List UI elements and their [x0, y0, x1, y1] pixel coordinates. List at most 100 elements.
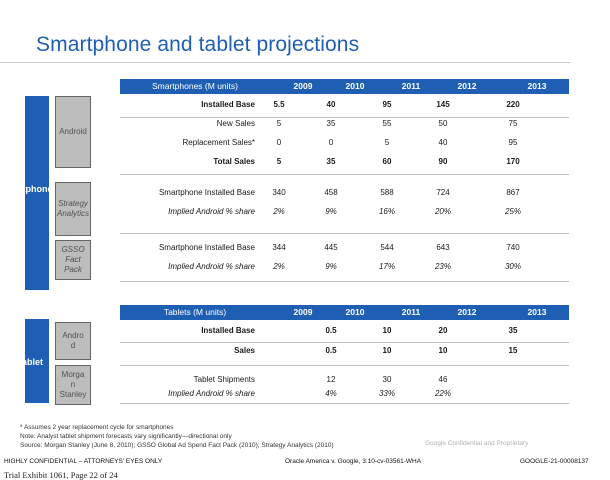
table-cell: 95 — [382, 100, 392, 109]
table-cell: 46 — [438, 375, 448, 384]
footnote-replacement: * Assumes 2 year replacement cycle for s… — [20, 424, 174, 431]
row-label: Tablet Shipments — [120, 374, 255, 386]
table-cell: 9% — [325, 262, 337, 271]
table-cell: 23% — [434, 262, 451, 271]
table-cell: 2% — [273, 207, 285, 216]
table-cell: 170 — [506, 157, 520, 166]
footnote-note: Note: Analyst tablet shipment forecasts … — [20, 433, 232, 440]
confidential-watermark: Google Confidential and Proprietary — [425, 440, 529, 447]
tablets-header: Tablets (M units) 2009 2010 2011 2012 20… — [120, 305, 569, 320]
android-source-box: Android — [55, 96, 91, 168]
table-cell: 0.5 — [325, 326, 337, 335]
table-cell: 20% — [434, 207, 451, 216]
row-label-text: Replacement Sales* — [182, 138, 255, 147]
table-cell: 458 — [324, 188, 338, 197]
tablet-android-source-box: Andro d — [55, 322, 91, 360]
table-cell: 867 — [506, 188, 520, 197]
table-cell: 50 — [438, 119, 448, 128]
table-cell: 12 — [326, 375, 336, 384]
row-label: Installed Base — [120, 325, 255, 337]
row-label: Sales — [120, 345, 255, 357]
table-cell: 4% — [325, 389, 337, 398]
row-label-text: Installed Base — [201, 100, 255, 109]
row-divider — [120, 117, 569, 118]
row-label-text: Implied Android % share — [168, 207, 255, 216]
page-title: Smartphone and tablet projections — [36, 33, 360, 56]
tablets-section-label: ablet — [22, 357, 44, 367]
table-cell: 17% — [378, 262, 395, 271]
table-cell: 9% — [325, 207, 337, 216]
row-label: Installed Base — [120, 99, 255, 111]
table-cell: 75 — [508, 119, 518, 128]
table-cell: 0 — [276, 138, 282, 147]
row-label: Implied Android % share — [120, 206, 255, 218]
smartphones-header-label: Smartphones (M units) — [152, 81, 238, 91]
year-header: 2009 — [293, 307, 313, 317]
row-label: Smartphone Installed Base — [120, 242, 255, 254]
gsso-source-box: GSSO Fact Pack — [55, 240, 91, 280]
footer-case: Oracle America v. Google, 3:10-cv-03561-… — [285, 458, 422, 465]
row-label: Total Sales — [120, 156, 255, 168]
table-cell: 340 — [272, 188, 286, 197]
table-cell: 588 — [380, 188, 394, 197]
table-cell: 33% — [378, 389, 395, 398]
table-cell: 55 — [382, 119, 392, 128]
table-cell: 10 — [382, 326, 392, 335]
table-cell: 10 — [438, 346, 448, 355]
year-header: 2012 — [457, 81, 477, 91]
row-divider — [120, 233, 569, 234]
table-cell: 90 — [438, 157, 448, 166]
footer-bates: GOOGLE-21-00008137 — [520, 458, 589, 465]
table-cell: 95 — [508, 138, 518, 147]
table-cell: 20 — [438, 326, 448, 335]
table-cell: 30% — [504, 262, 521, 271]
table-cell: 5 — [276, 157, 282, 166]
table-cell: 0 — [328, 138, 334, 147]
table-cell: 35 — [326, 157, 336, 166]
table-cell: 40 — [326, 100, 336, 109]
row-label: Implied Android % share — [120, 261, 255, 273]
tablets-header-label: Tablets (M units) — [163, 307, 227, 317]
table-cell: 740 — [506, 243, 520, 252]
footer-confidential: HIGHLY CONFIDENTIAL – ATTORNEYS' EYES ON… — [4, 458, 163, 465]
row-label-text: Installed Base — [201, 326, 255, 335]
year-header: 2012 — [457, 307, 477, 317]
row-label-text: Sales — [234, 346, 255, 355]
row-label-text: Implied Android % share — [168, 262, 255, 271]
row-label-text: Smartphone Installed Base — [158, 243, 255, 252]
smartphones-header: Smartphones (M units) 2009 2010 2011 201… — [120, 79, 569, 94]
table-cell: 5 — [276, 119, 282, 128]
table-cell: 40 — [438, 138, 448, 147]
row-divider — [120, 403, 569, 404]
year-header: 2013 — [527, 307, 547, 317]
table-cell: 15 — [508, 346, 518, 355]
table-cell: 16% — [378, 207, 395, 216]
table-cell: 0.5 — [325, 346, 337, 355]
year-header: 2013 — [527, 81, 547, 91]
row-label-text: Implied Android % share — [168, 389, 255, 398]
table-cell: 220 — [506, 100, 520, 109]
row-label-text: Smartphone Installed Base — [158, 188, 255, 197]
row-divider — [120, 174, 569, 175]
morgan-stanley-source-box: Morga n Stanley — [55, 365, 91, 405]
table-cell: 145 — [436, 100, 450, 109]
row-divider — [120, 281, 569, 282]
year-header: 2009 — [293, 81, 313, 91]
table-cell: 344 — [272, 243, 286, 252]
year-header: 2010 — [345, 81, 365, 91]
year-header: 2011 — [401, 307, 421, 317]
table-cell: 35 — [326, 119, 336, 128]
row-label-text: Total Sales — [213, 157, 255, 166]
row-label: Replacement Sales* — [120, 137, 255, 149]
year-header: 2010 — [345, 307, 365, 317]
row-label: New Sales — [120, 118, 255, 130]
table-cell: 60 — [382, 157, 392, 166]
table-cell: 5 — [384, 138, 390, 147]
row-label: Smartphone Installed Base — [120, 187, 255, 199]
table-cell: 445 — [324, 243, 338, 252]
row-label-text: Tablet Shipments — [193, 375, 255, 384]
row-label: Implied Android % share — [120, 388, 255, 400]
smartphones-section-bar: rtphones — [19, 96, 58, 290]
row-label-text: New Sales — [216, 119, 255, 128]
table-cell: 25% — [504, 207, 521, 216]
